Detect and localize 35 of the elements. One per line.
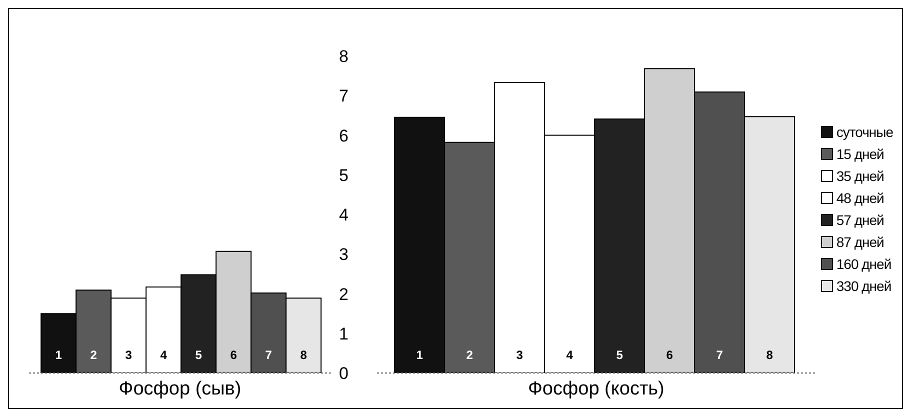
annotation: 2 [466, 348, 474, 362]
annotation: 4 [160, 348, 168, 362]
x-tick-label: Фосфор (сыв) [118, 378, 242, 400]
annotation: 8 [766, 348, 774, 362]
legend-label: 48 дней [836, 189, 884, 208]
legend-label: 160 дней [836, 255, 892, 274]
annotation: 7 [265, 348, 272, 362]
legend-label: 35 дней [836, 167, 884, 186]
y-tick-label: 0 [339, 364, 348, 384]
annotation: 5 [195, 348, 202, 362]
legend-label: 57 дней [836, 211, 884, 230]
legend-label: 330 дней [836, 277, 892, 296]
annotation: 1 [55, 348, 62, 362]
y-tick-label: 5 [339, 166, 348, 185]
y-tick-label: 1 [339, 324, 348, 344]
y-tick-label: 4 [339, 206, 348, 225]
y-tick-label: 6 [339, 126, 348, 146]
legend-label: суточные [836, 123, 893, 142]
annotation: 7 [716, 348, 724, 362]
legend-label: 87 дней [836, 233, 884, 252]
annotation: 6 [230, 348, 238, 362]
y-tick-label: 8 [339, 47, 348, 66]
annotation: 5 [616, 348, 624, 362]
y-tick-label: 7 [339, 86, 348, 106]
annotation: 2 [90, 348, 98, 362]
annotation: 4 [566, 348, 574, 362]
x-tick-label: Фосфор (кость) [528, 378, 664, 400]
legend-label: 15 дней [836, 145, 884, 164]
annotation: 3 [125, 348, 132, 362]
annotation: 3 [516, 348, 524, 362]
y-tick-label: 3 [339, 245, 348, 264]
annotation: 8 [300, 348, 308, 362]
annotation: 1 [416, 348, 424, 362]
y-tick-label: 2 [339, 284, 348, 304]
annotation: 6 [666, 348, 674, 362]
